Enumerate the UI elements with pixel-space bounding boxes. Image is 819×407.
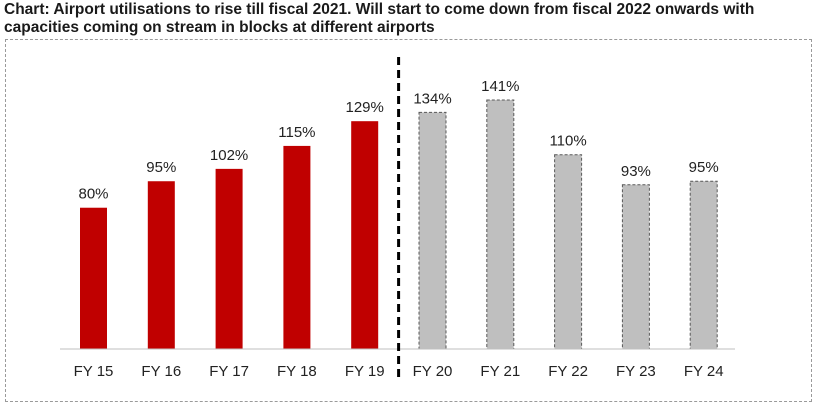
chart-frame xyxy=(5,39,812,402)
data-label: 110% xyxy=(549,133,586,150)
x-tick-label: FY 24 xyxy=(684,363,724,380)
x-tick-label: FY 18 xyxy=(277,363,317,380)
x-tick-label: FY 17 xyxy=(209,363,249,380)
x-tick-label: FY 22 xyxy=(548,363,588,380)
bar-fy17 xyxy=(215,168,243,349)
bar-fy21 xyxy=(486,99,515,350)
x-tick-label: FY 15 xyxy=(74,363,114,380)
data-label: 141% xyxy=(481,78,519,95)
bar-fy24 xyxy=(689,180,718,350)
data-label: 80% xyxy=(78,186,108,203)
data-label: 129% xyxy=(346,99,384,116)
bar-fy15 xyxy=(80,207,107,349)
bar-fy23 xyxy=(621,184,650,350)
x-tick-label: FY 21 xyxy=(480,363,520,380)
data-label: 95% xyxy=(689,159,719,176)
data-label: 134% xyxy=(413,90,451,107)
data-label: 115% xyxy=(278,124,315,141)
data-label: 95% xyxy=(146,159,176,176)
data-labels-group: 80% 95% 102% 115% 129% 134% 141% 110% 93% 95% xyxy=(78,78,718,203)
x-tick-label: FY 19 xyxy=(345,363,385,380)
x-tick-label: FY 23 xyxy=(616,363,656,380)
x-tick-label: FY 20 xyxy=(413,363,453,380)
data-label: 102% xyxy=(210,147,248,164)
bar-fy18 xyxy=(283,145,311,349)
chart-title: Chart: Airport utilisations to rise till… xyxy=(4,1,755,36)
x-tick-label: FY 16 xyxy=(141,363,181,380)
data-label: 93% xyxy=(621,163,651,180)
bar-fy19 xyxy=(351,121,379,349)
bar-fy20 xyxy=(418,111,447,350)
bars-group xyxy=(80,99,718,350)
bar-fy16 xyxy=(147,181,175,349)
x-tick-labels-group: FY 15 FY 16 FY 17 FY 18 FY 19 FY 20 FY 21 FY 22… xyxy=(74,363,724,380)
bar-fy22 xyxy=(554,154,583,350)
